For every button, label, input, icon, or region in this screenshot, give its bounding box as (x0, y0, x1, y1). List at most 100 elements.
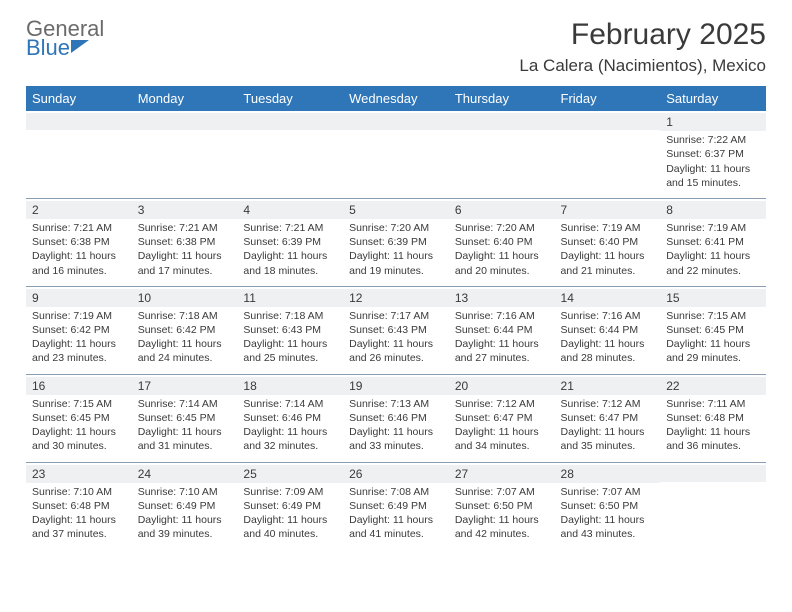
sunset-text: Sunset: 6:41 PM (666, 235, 760, 249)
daylight-text: Daylight: 11 hours and 43 minutes. (561, 513, 655, 541)
sunset-text: Sunset: 6:50 PM (561, 499, 655, 513)
daylight-text: Daylight: 11 hours and 17 minutes. (138, 249, 232, 277)
sunrise-text: Sunrise: 7:12 AM (455, 397, 549, 411)
daylight-text: Daylight: 11 hours and 18 minutes. (243, 249, 337, 277)
calendar-cell: 25Sunrise: 7:09 AMSunset: 6:49 PMDayligh… (237, 462, 343, 549)
day-number: 28 (555, 465, 661, 483)
daylight-text: Daylight: 11 hours and 16 minutes. (32, 249, 126, 277)
logo-line2: Blue (26, 37, 70, 59)
sunset-text: Sunset: 6:42 PM (138, 323, 232, 337)
daylight-text: Daylight: 11 hours and 28 minutes. (561, 337, 655, 365)
daylight-text: Daylight: 11 hours and 29 minutes. (666, 337, 760, 365)
sunset-text: Sunset: 6:47 PM (561, 411, 655, 425)
day-number (449, 113, 555, 130)
sunset-text: Sunset: 6:46 PM (349, 411, 443, 425)
daylight-text: Daylight: 11 hours and 31 minutes. (138, 425, 232, 453)
sunset-text: Sunset: 6:39 PM (243, 235, 337, 249)
day-number (26, 113, 132, 130)
calendar-cell (237, 111, 343, 198)
sunrise-text: Sunrise: 7:11 AM (666, 397, 760, 411)
sunset-text: Sunset: 6:43 PM (243, 323, 337, 337)
calendar-cell: 8Sunrise: 7:19 AMSunset: 6:41 PMDaylight… (660, 198, 766, 286)
sunrise-text: Sunrise: 7:19 AM (32, 309, 126, 323)
sunset-text: Sunset: 6:42 PM (32, 323, 126, 337)
day-number: 8 (660, 201, 766, 219)
calendar-cell: 6Sunrise: 7:20 AMSunset: 6:40 PMDaylight… (449, 198, 555, 286)
day-number: 18 (237, 377, 343, 395)
day-number: 11 (237, 289, 343, 307)
sunrise-text: Sunrise: 7:14 AM (243, 397, 337, 411)
day-number: 14 (555, 289, 661, 307)
daylight-text: Daylight: 11 hours and 23 minutes. (32, 337, 126, 365)
weekday-header: Wednesday (343, 86, 449, 111)
weekday-header: Tuesday (237, 86, 343, 111)
calendar-cell: 24Sunrise: 7:10 AMSunset: 6:49 PMDayligh… (132, 462, 238, 549)
daylight-text: Daylight: 11 hours and 21 minutes. (561, 249, 655, 277)
page-subtitle: La Calera (Nacimientos), Mexico (519, 56, 766, 76)
daylight-text: Daylight: 11 hours and 41 minutes. (349, 513, 443, 541)
title-block: February 2025 La Calera (Nacimientos), M… (519, 18, 766, 76)
calendar-cell: 21Sunrise: 7:12 AMSunset: 6:47 PMDayligh… (555, 374, 661, 462)
day-number: 10 (132, 289, 238, 307)
sunrise-text: Sunrise: 7:21 AM (32, 221, 126, 235)
sunset-text: Sunset: 6:39 PM (349, 235, 443, 249)
sunset-text: Sunset: 6:45 PM (666, 323, 760, 337)
sunrise-text: Sunrise: 7:16 AM (455, 309, 549, 323)
daylight-text: Daylight: 11 hours and 39 minutes. (138, 513, 232, 541)
logo-text: General Blue (26, 18, 104, 62)
day-number: 6 (449, 201, 555, 219)
daylight-text: Daylight: 11 hours and 35 minutes. (561, 425, 655, 453)
calendar-cell: 27Sunrise: 7:07 AMSunset: 6:50 PMDayligh… (449, 462, 555, 549)
calendar-cell (343, 111, 449, 198)
calendar-table: Sunday Monday Tuesday Wednesday Thursday… (26, 86, 766, 549)
sunset-text: Sunset: 6:48 PM (666, 411, 760, 425)
sunset-text: Sunset: 6:46 PM (243, 411, 337, 425)
day-number: 5 (343, 201, 449, 219)
daylight-text: Daylight: 11 hours and 22 minutes. (666, 249, 760, 277)
sunrise-text: Sunrise: 7:22 AM (666, 133, 760, 147)
sunset-text: Sunset: 6:45 PM (138, 411, 232, 425)
day-number (343, 113, 449, 130)
sunset-text: Sunset: 6:44 PM (455, 323, 549, 337)
sunset-text: Sunset: 6:37 PM (666, 147, 760, 161)
calendar-cell: 7Sunrise: 7:19 AMSunset: 6:40 PMDaylight… (555, 198, 661, 286)
calendar-cell (26, 111, 132, 198)
calendar-cell: 9Sunrise: 7:19 AMSunset: 6:42 PMDaylight… (26, 286, 132, 374)
sunset-text: Sunset: 6:38 PM (138, 235, 232, 249)
day-number: 25 (237, 465, 343, 483)
logo-line2-row: Blue (26, 40, 104, 62)
calendar-cell: 10Sunrise: 7:18 AMSunset: 6:42 PMDayligh… (132, 286, 238, 374)
weekday-header: Sunday (26, 86, 132, 111)
sunset-text: Sunset: 6:49 PM (243, 499, 337, 513)
sunrise-text: Sunrise: 7:13 AM (349, 397, 443, 411)
daylight-text: Daylight: 11 hours and 27 minutes. (455, 337, 549, 365)
sunrise-text: Sunrise: 7:17 AM (349, 309, 443, 323)
day-number: 23 (26, 465, 132, 483)
calendar-cell: 22Sunrise: 7:11 AMSunset: 6:48 PMDayligh… (660, 374, 766, 462)
calendar-cell: 13Sunrise: 7:16 AMSunset: 6:44 PMDayligh… (449, 286, 555, 374)
sunset-text: Sunset: 6:43 PM (349, 323, 443, 337)
sunset-text: Sunset: 6:50 PM (455, 499, 549, 513)
calendar-cell: 15Sunrise: 7:15 AMSunset: 6:45 PMDayligh… (660, 286, 766, 374)
daylight-text: Daylight: 11 hours and 19 minutes. (349, 249, 443, 277)
calendar-cell (132, 111, 238, 198)
daylight-text: Daylight: 11 hours and 40 minutes. (243, 513, 337, 541)
day-number: 2 (26, 201, 132, 219)
sunrise-text: Sunrise: 7:18 AM (138, 309, 232, 323)
daylight-text: Daylight: 11 hours and 36 minutes. (666, 425, 760, 453)
daylight-text: Daylight: 11 hours and 42 minutes. (455, 513, 549, 541)
calendar-cell: 5Sunrise: 7:20 AMSunset: 6:39 PMDaylight… (343, 198, 449, 286)
sunset-text: Sunset: 6:38 PM (32, 235, 126, 249)
calendar-week-row: 23Sunrise: 7:10 AMSunset: 6:48 PMDayligh… (26, 462, 766, 549)
weekday-header: Saturday (660, 86, 766, 111)
day-number (237, 113, 343, 130)
day-number (660, 465, 766, 482)
day-number: 21 (555, 377, 661, 395)
calendar-cell (449, 111, 555, 198)
daylight-text: Daylight: 11 hours and 30 minutes. (32, 425, 126, 453)
sunset-text: Sunset: 6:49 PM (349, 499, 443, 513)
sunset-text: Sunset: 6:44 PM (561, 323, 655, 337)
day-number: 12 (343, 289, 449, 307)
sunrise-text: Sunrise: 7:08 AM (349, 485, 443, 499)
header-row: General Blue February 2025 La Calera (Na… (26, 18, 766, 76)
